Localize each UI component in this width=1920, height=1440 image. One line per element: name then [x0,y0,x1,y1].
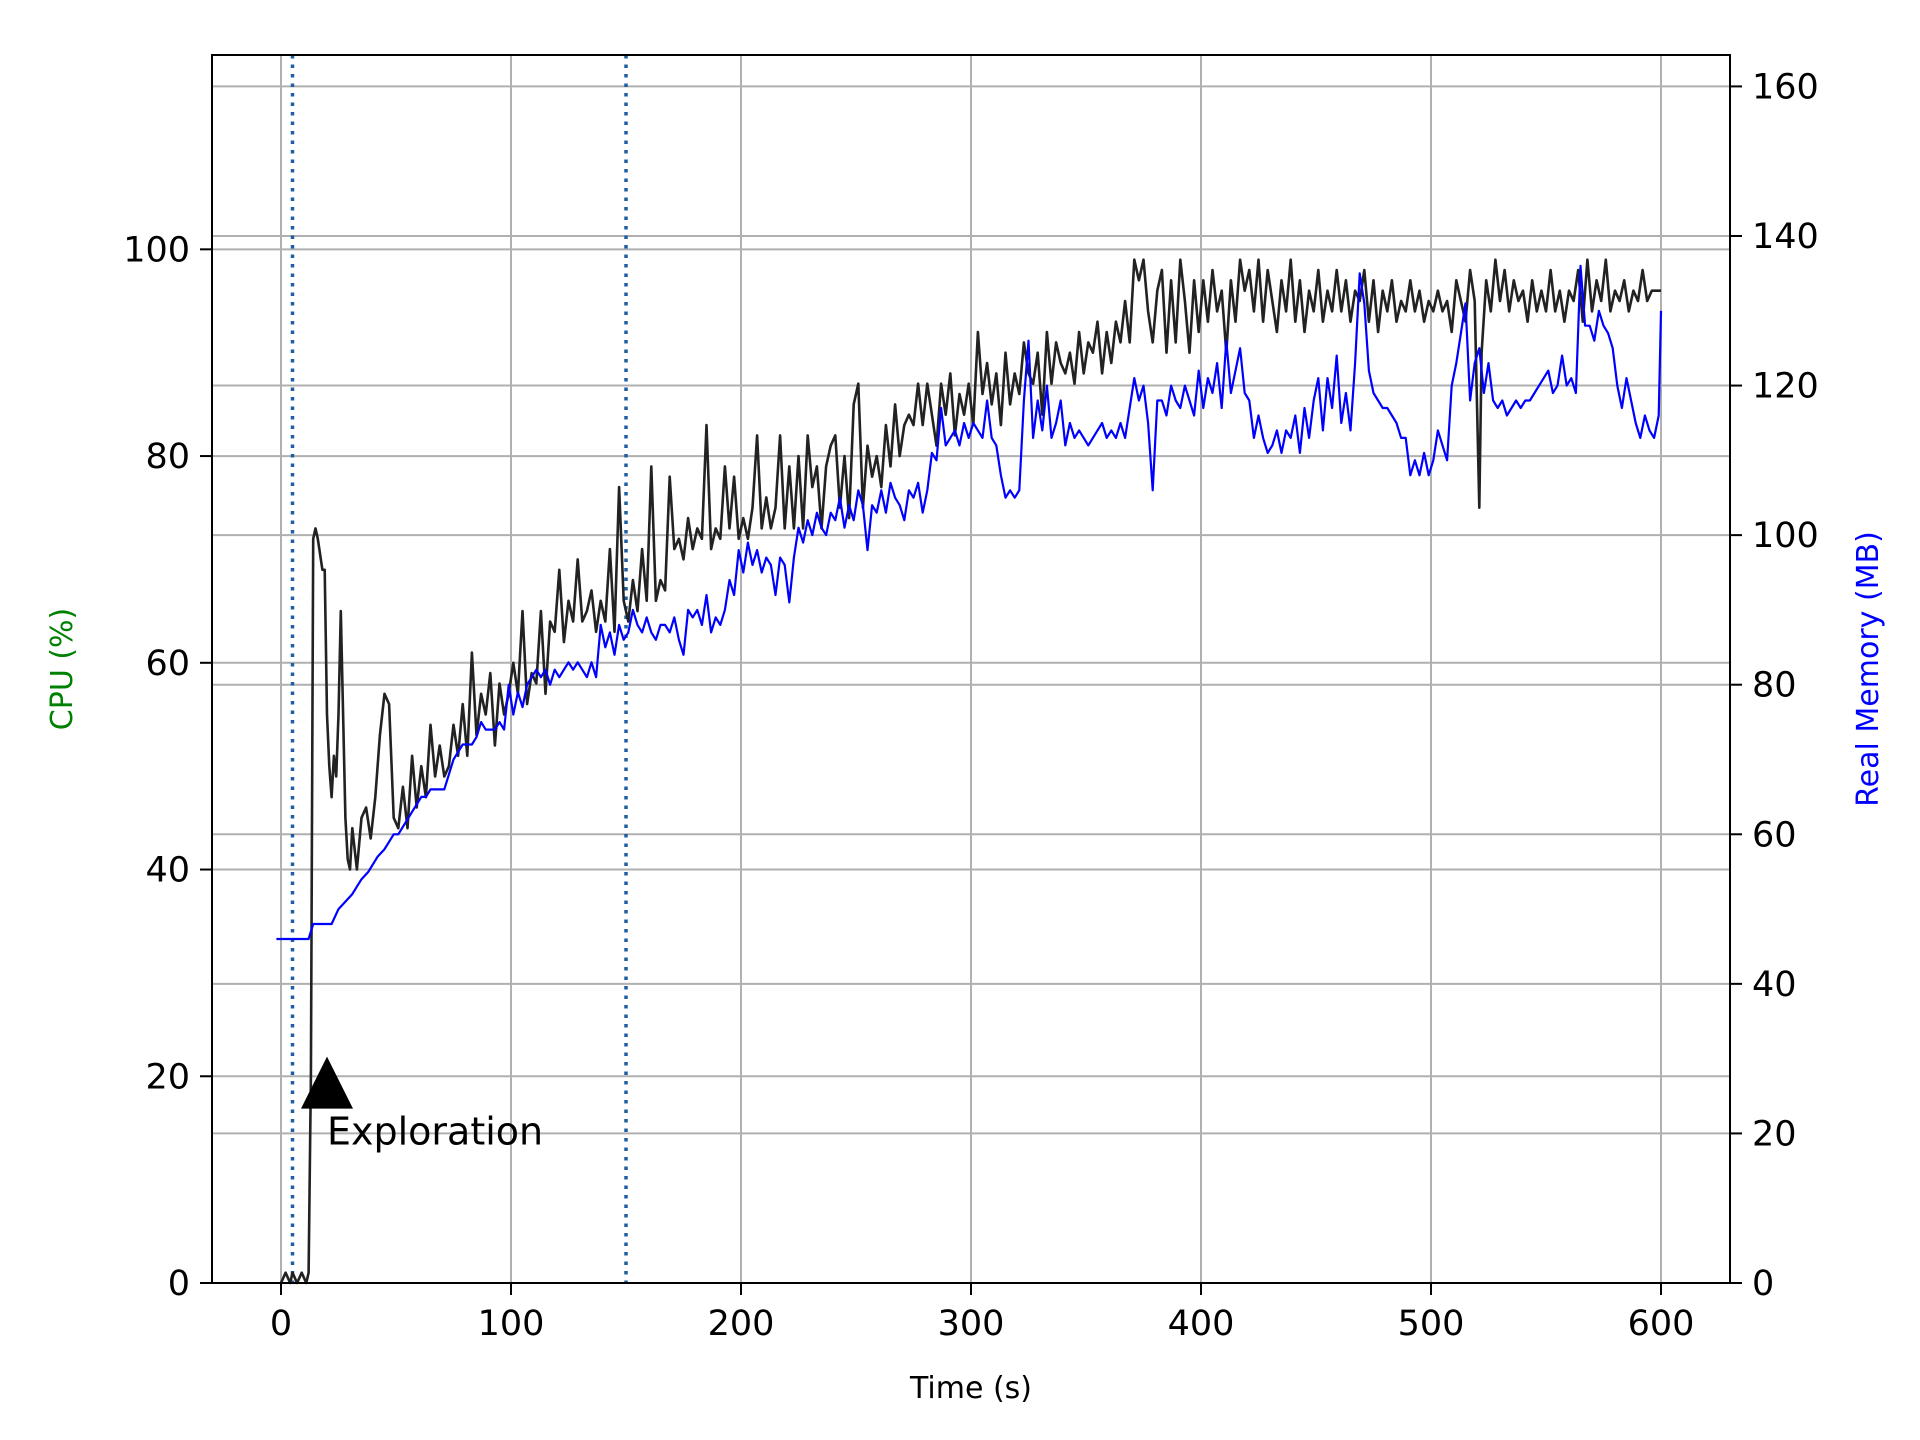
y-left-tick-label: 40 [145,851,190,891]
y-right-tick-label: 60 [1752,815,1797,855]
y-left-tick-label: 100 [123,230,190,270]
x-axis-title: Time (s) [909,1371,1032,1406]
annotation-triangle-marker [301,1056,353,1109]
annotations: Exploration [301,1056,543,1154]
left-axis-title: CPU (%) [45,608,80,730]
y-left-tick-label: 60 [145,644,190,684]
right-axis-title: Real Memory (MB) [1851,531,1886,807]
y-right-tick-label: 0 [1752,1264,1774,1304]
y-right-tick-label: 40 [1752,965,1797,1005]
x-tick-label: 300 [938,1304,1005,1344]
memory-series-line [276,264,1663,941]
y-right-tick-label: 100 [1752,516,1819,556]
y-right-tick-label: 120 [1752,367,1819,407]
annotation-label: Exploration [327,1110,543,1154]
series-group [276,258,1663,1285]
axis-ticks: 0 100 200 300 400 500 600 0 20 40 60 80 100 0 20 40 60 80… [123,67,1819,1344]
x-tick-label: 500 [1398,1304,1465,1344]
y-right-tick-label: 160 [1752,67,1819,107]
x-tick-label: 400 [1168,1304,1235,1344]
y-left-tick-label: 0 [168,1264,190,1304]
y-left-tick-label: 20 [145,1057,190,1097]
y-right-tick-label: 80 [1752,666,1797,706]
x-tick-label: 600 [1628,1304,1695,1344]
y-right-tick-label: 140 [1752,217,1819,257]
y-left-tick-label: 80 [145,437,190,477]
x-tick-label: 100 [478,1304,545,1344]
x-tick-label: 200 [708,1304,775,1344]
x-tick-label: 0 [270,1304,292,1344]
cpu-series-line [279,258,1661,1285]
y-right-tick-label: 20 [1752,1114,1797,1154]
